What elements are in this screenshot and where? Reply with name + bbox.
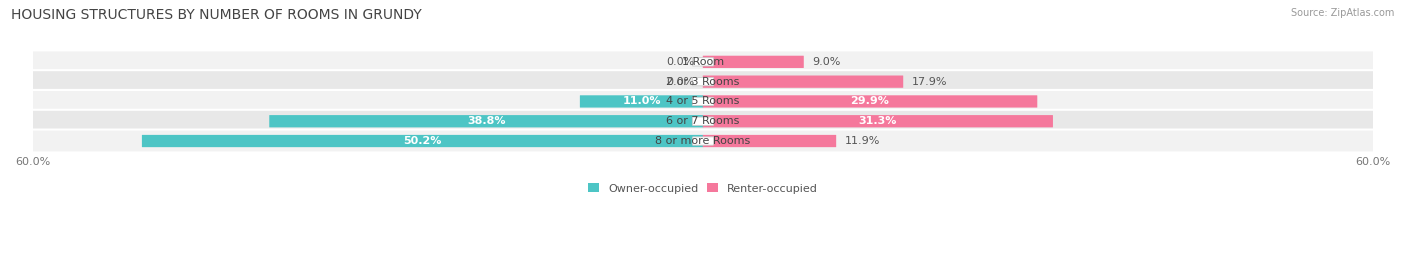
FancyBboxPatch shape <box>703 56 804 68</box>
Text: 31.3%: 31.3% <box>859 116 897 126</box>
FancyBboxPatch shape <box>692 77 714 86</box>
Legend: Owner-occupied, Renter-occupied: Owner-occupied, Renter-occupied <box>588 183 818 194</box>
FancyBboxPatch shape <box>692 97 714 106</box>
FancyBboxPatch shape <box>703 76 903 88</box>
FancyBboxPatch shape <box>32 110 1374 133</box>
Text: 4 or 5 Rooms: 4 or 5 Rooms <box>666 96 740 107</box>
Text: Source: ZipAtlas.com: Source: ZipAtlas.com <box>1291 8 1395 18</box>
Text: 1 Room: 1 Room <box>682 57 724 67</box>
FancyBboxPatch shape <box>270 115 703 127</box>
Text: 29.9%: 29.9% <box>851 96 890 107</box>
FancyBboxPatch shape <box>703 95 1038 108</box>
Text: 0.0%: 0.0% <box>666 57 695 67</box>
Text: 11.0%: 11.0% <box>623 96 661 107</box>
FancyBboxPatch shape <box>142 135 703 147</box>
Text: HOUSING STRUCTURES BY NUMBER OF ROOMS IN GRUNDY: HOUSING STRUCTURES BY NUMBER OF ROOMS IN… <box>11 8 422 22</box>
FancyBboxPatch shape <box>703 135 837 147</box>
Text: 50.2%: 50.2% <box>404 136 441 146</box>
FancyBboxPatch shape <box>32 50 1374 73</box>
FancyBboxPatch shape <box>32 90 1374 113</box>
Text: 6 or 7 Rooms: 6 or 7 Rooms <box>666 116 740 126</box>
FancyBboxPatch shape <box>692 117 714 125</box>
Text: 2 or 3 Rooms: 2 or 3 Rooms <box>666 77 740 87</box>
FancyBboxPatch shape <box>32 70 1374 93</box>
FancyBboxPatch shape <box>32 130 1374 153</box>
Text: 0.0%: 0.0% <box>666 77 695 87</box>
FancyBboxPatch shape <box>692 58 714 66</box>
Text: 9.0%: 9.0% <box>813 57 841 67</box>
FancyBboxPatch shape <box>692 137 714 145</box>
Text: 11.9%: 11.9% <box>845 136 880 146</box>
FancyBboxPatch shape <box>579 95 703 108</box>
FancyBboxPatch shape <box>703 115 1053 127</box>
Text: 8 or more Rooms: 8 or more Rooms <box>655 136 751 146</box>
Text: 17.9%: 17.9% <box>912 77 948 87</box>
Text: 38.8%: 38.8% <box>467 116 506 126</box>
